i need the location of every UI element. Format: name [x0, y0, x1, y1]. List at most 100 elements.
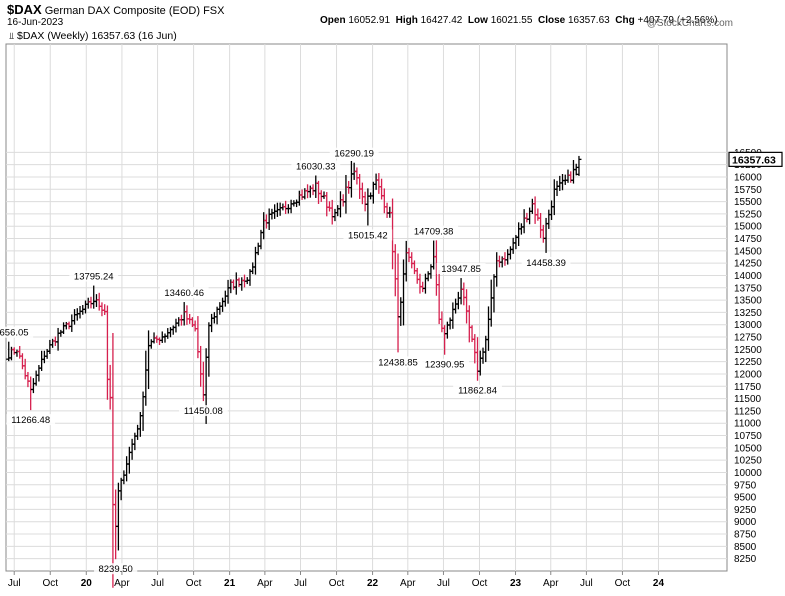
y-tick-label: 14500	[734, 246, 762, 257]
x-tick-label: 21	[224, 578, 236, 589]
x-tick-label: Jul	[294, 578, 307, 589]
annotation-bg	[178, 405, 228, 417]
last-price-box	[728, 151, 783, 167]
annotation-bg	[343, 229, 393, 241]
x-tick-label: 20	[81, 578, 93, 589]
annotation-label: 11266.48	[6, 414, 56, 426]
ohlc-legend-icon: ⫫	[9, 31, 15, 41]
annotation-bg	[453, 384, 502, 396]
annotation-text: 8239.50	[98, 564, 132, 575]
annotation-label: 12438.85	[373, 356, 423, 368]
open-value: 16052.91	[348, 15, 391, 26]
annotation-label: 8239.50	[94, 563, 138, 575]
y-tick-label: 10000	[734, 468, 762, 479]
y-tick-label: 15500	[734, 197, 762, 208]
index-name: German DAX Composite (EOD)	[44, 5, 201, 17]
annotation-text: 12656.05	[0, 328, 29, 339]
y-tick-label: 15000	[734, 222, 762, 233]
y-tick-label: 12000	[734, 369, 762, 380]
y-tick-label: 12750	[734, 333, 762, 344]
annotation-label: 11450.08	[178, 405, 228, 417]
annotations: 12656.05 11266.48 13795.24 8239.50 13460.46 1…	[0, 147, 571, 575]
annotation-bg	[409, 225, 459, 237]
annotation-bg	[373, 356, 423, 368]
annotation-label: 14709.38	[409, 225, 459, 238]
y-tick-label: 10500	[734, 443, 762, 454]
y-tick-label: 11000	[734, 419, 762, 430]
low-label: Low	[467, 15, 488, 26]
watermark-text: @StockCharts.com	[646, 18, 733, 29]
y-tick-label: 8750	[734, 530, 757, 541]
annotation-text: 12390.95	[425, 360, 465, 371]
annotation-label: 15015.42	[343, 229, 393, 241]
x-tick-label: Jul	[151, 578, 164, 589]
y-tick-label: 9000	[734, 517, 757, 528]
x-tick-label: Apr	[400, 578, 416, 589]
last-price-marker: 16357.63	[728, 151, 783, 167]
y-tick-label: 12500	[734, 345, 762, 356]
series-legend: ⫫ $DAX (Weekly) 16357.63 (16 Jun)	[9, 30, 177, 42]
ohlc-bar	[573, 163, 579, 176]
high-label: High	[395, 15, 418, 26]
y-tick-label: 16000	[734, 172, 762, 183]
annotation-label: 12656.05	[0, 326, 34, 339]
y-tick-label: 14750	[734, 234, 762, 245]
annotation-label: 13460.46	[159, 287, 209, 299]
annotation-bg	[6, 414, 56, 426]
y-tick-label: 13250	[734, 308, 762, 319]
high-value: 16427.42	[420, 15, 463, 26]
annotation-text: 13460.46	[164, 288, 204, 299]
y-tick-label: 9250	[734, 505, 757, 516]
watermark: @StockCharts.com	[647, 18, 733, 29]
x-tick-label: Apr	[543, 578, 559, 589]
annotation-text: 15015.42	[348, 230, 388, 241]
y-tick-label: 8250	[734, 554, 757, 565]
annotation-text: 12438.85	[378, 357, 418, 368]
x-tick-label: Oct	[472, 578, 488, 589]
annotation-label: 13795.24	[69, 270, 119, 283]
y-tick-label: 10750	[734, 431, 762, 442]
x-tick-label: Oct	[329, 578, 345, 589]
close-value: 16357.63	[567, 15, 610, 26]
x-tick-label: Oct	[186, 578, 202, 589]
annotation-label: 16290.19	[329, 147, 379, 160]
y-tick-label: 9750	[734, 480, 757, 491]
annotation-text: 16290.19	[334, 149, 374, 160]
y-tick-label: 13000	[734, 320, 762, 331]
annotation-text: 11266.48	[11, 415, 50, 426]
legend-text: $DAX (Weekly) 16357.63 (16 Jun)	[16, 30, 177, 42]
x-tick-label: 23	[510, 578, 522, 589]
annotation-bg	[94, 563, 138, 575]
x-tick-label: 24	[653, 578, 665, 589]
annotation-text: 14709.38	[414, 227, 454, 238]
low-value: 16021.55	[490, 15, 533, 26]
annotation-bg	[420, 358, 470, 370]
annotation-text: 16030.33	[296, 161, 336, 172]
ohlc-bars	[6, 155, 582, 588]
y-tick-label: 15250	[734, 209, 762, 220]
x-tick-label: Jul	[580, 578, 593, 589]
x-tick-label: Oct	[615, 578, 631, 589]
y-tick-label: 11500	[734, 394, 762, 405]
annotation-bg	[436, 263, 486, 275]
annotation-text: 13795.24	[74, 272, 114, 283]
y-tick-label: 14000	[734, 271, 762, 282]
annotation-bg	[69, 270, 119, 282]
annotation-text: 14458.39	[526, 258, 566, 269]
title-row: $DAX German DAX Composite (EOD) FSX	[7, 2, 224, 17]
y-tick-label: 14250	[734, 259, 762, 270]
last-price-text: 16357.63	[732, 154, 776, 166]
exchange: FSX	[203, 5, 225, 17]
x-tick-label: Jul	[8, 578, 21, 589]
y-tick-label: 11250	[734, 406, 762, 417]
annotation-label: 11862.84	[453, 384, 502, 397]
y-tick-label: 13750	[734, 283, 762, 294]
annotation-text: 11862.84	[458, 386, 497, 397]
chg-label: Chg	[615, 15, 635, 26]
annotation-bg	[521, 256, 571, 268]
annotation-bg	[159, 287, 209, 299]
x-tick-label: Apr	[114, 578, 130, 589]
y-tick-label: 8500	[734, 542, 757, 553]
open-label: Open	[320, 15, 346, 26]
